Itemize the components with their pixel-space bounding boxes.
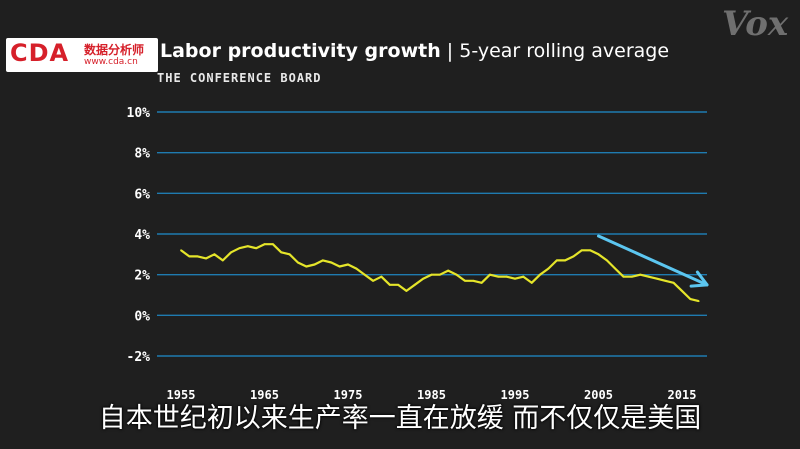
x-tick-label: 1965 xyxy=(250,388,279,402)
data-point xyxy=(305,265,308,268)
data-point xyxy=(589,249,592,252)
data-point xyxy=(313,263,316,266)
data-point xyxy=(497,275,500,278)
data-point xyxy=(647,275,650,278)
data-point xyxy=(614,267,617,270)
data-point xyxy=(397,283,399,286)
data-point xyxy=(196,255,199,258)
data-point xyxy=(664,279,667,282)
data-point xyxy=(330,261,333,264)
data-point xyxy=(297,261,299,264)
data-point xyxy=(505,275,508,278)
data-point xyxy=(347,263,349,266)
y-tick-label: 0% xyxy=(134,309,150,324)
y-tick-label: 4% xyxy=(134,228,150,243)
x-tick-label: 1955 xyxy=(167,388,196,402)
data-point xyxy=(372,279,374,282)
data-point xyxy=(522,275,525,278)
data-point xyxy=(355,267,358,270)
trend-arrow-shaft xyxy=(597,234,709,287)
data-point xyxy=(263,243,266,246)
chart-title: Labor productivity growth | 5-year rolli… xyxy=(160,40,669,62)
data-point xyxy=(363,273,366,276)
y-tick-label: 2% xyxy=(134,269,150,284)
data-point xyxy=(631,275,633,278)
data-point xyxy=(539,273,541,276)
data-point xyxy=(388,283,391,286)
data-point xyxy=(514,277,516,280)
data-point xyxy=(572,255,575,258)
x-tick-label: 2005 xyxy=(584,388,613,402)
data-point xyxy=(338,265,341,268)
data-point xyxy=(430,273,433,276)
logo-url: www.cda.cn xyxy=(84,57,138,67)
data-point xyxy=(530,281,533,284)
data-point xyxy=(605,259,608,262)
data-point xyxy=(639,273,642,276)
data-point xyxy=(656,277,658,280)
data-point xyxy=(322,259,324,262)
data-point xyxy=(480,281,483,284)
data-point xyxy=(180,249,182,252)
data-point xyxy=(555,259,558,262)
logo-text: CDA xyxy=(10,39,70,67)
data-point xyxy=(422,277,425,280)
series-line xyxy=(180,243,699,303)
data-point xyxy=(271,243,274,246)
x-tick-label: 1975 xyxy=(334,388,363,402)
chart-title-bold: Labor productivity growth xyxy=(160,40,441,62)
data-point xyxy=(447,269,450,272)
data-point xyxy=(580,249,583,252)
data-point xyxy=(472,279,475,282)
data-point xyxy=(280,251,283,254)
data-point xyxy=(672,281,675,284)
data-point xyxy=(246,245,249,248)
data-point xyxy=(597,253,600,256)
data-point xyxy=(221,259,224,262)
data-point xyxy=(547,267,550,270)
data-point xyxy=(689,298,692,300)
data-point xyxy=(697,300,700,302)
vox-watermark: Vox xyxy=(722,4,789,44)
x-tick-label: 1995 xyxy=(501,388,530,402)
trend-arrow-head xyxy=(689,270,709,288)
data-point xyxy=(205,257,207,260)
data-point xyxy=(413,283,416,286)
x-tick-label: 2015 xyxy=(668,388,697,402)
data-point xyxy=(255,247,258,250)
chart-title-rest: | 5-year rolling average xyxy=(440,40,670,62)
data-point xyxy=(288,253,291,256)
data-point xyxy=(622,275,625,278)
data-point xyxy=(438,273,441,276)
logo-cn-text: 数据分析师 xyxy=(84,43,145,57)
data-point xyxy=(380,275,383,278)
data-point xyxy=(464,279,466,282)
cda-logo: CDA 数据分析师 www.cda.cn xyxy=(6,38,158,72)
video-caption: 自本世纪初以来生产率一直在放缓 而不仅仅是美国 xyxy=(98,403,702,434)
data-point xyxy=(455,273,458,276)
data-point xyxy=(489,273,491,276)
data-point xyxy=(405,290,408,292)
x-tick-label: 1985 xyxy=(417,388,446,402)
data-point xyxy=(213,253,216,256)
data-point xyxy=(564,259,566,262)
chart-source: THE CONFERENCE BOARD xyxy=(157,71,322,85)
data-point xyxy=(681,290,683,292)
y-tick-label: -2% xyxy=(127,350,151,365)
y-tick-label: 10% xyxy=(127,106,151,121)
y-tick-label: 6% xyxy=(134,187,150,202)
y-tick-label: 8% xyxy=(134,147,150,162)
data-point xyxy=(238,247,241,250)
data-point xyxy=(230,251,233,254)
data-point xyxy=(188,255,191,258)
